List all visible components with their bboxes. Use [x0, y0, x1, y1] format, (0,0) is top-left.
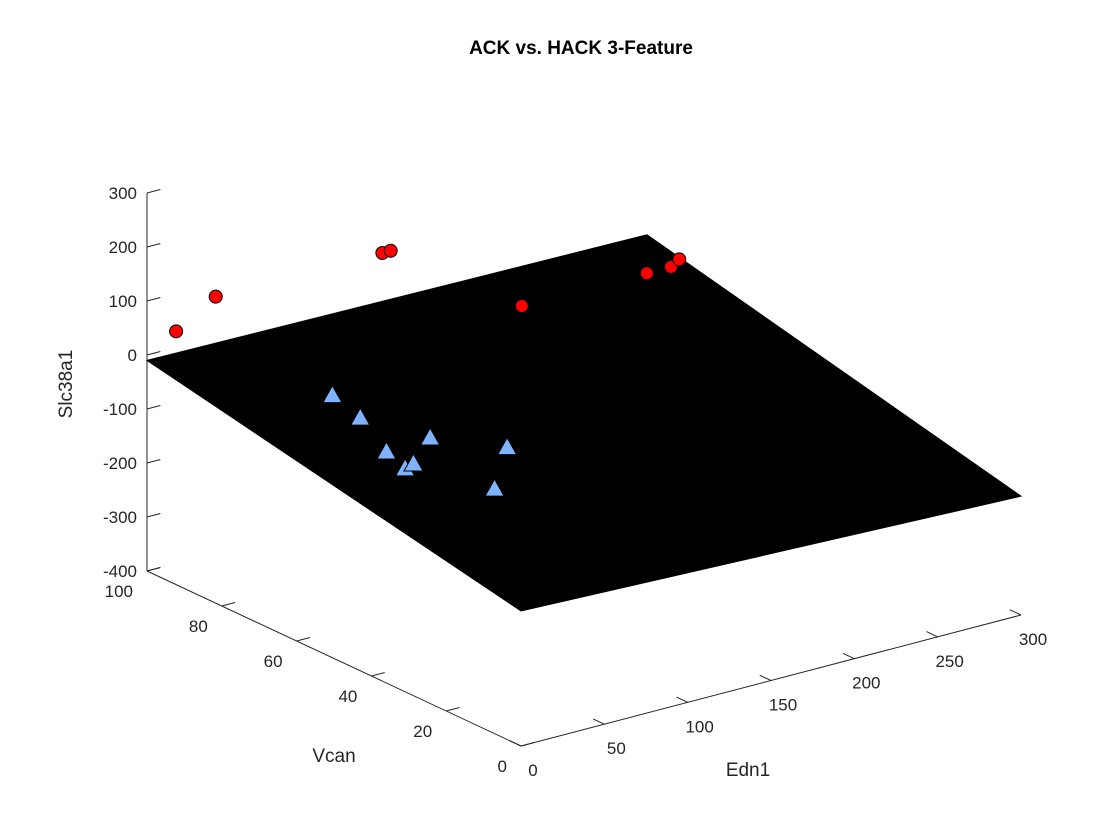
- z-tick-mark: [146, 243, 161, 248]
- data-point-triangle: [376, 440, 397, 460]
- chart-title: ACK vs. HACK 3-Feature: [469, 38, 693, 59]
- x-tick-label: 200: [852, 674, 880, 693]
- data-point-circle: [514, 299, 529, 313]
- z-tick-label: -300: [103, 508, 137, 527]
- decision-surface: [145, 234, 1023, 612]
- x-tick-mark: [842, 652, 855, 660]
- y-tick-label: 60: [264, 652, 283, 671]
- y-tick-label: 20: [413, 722, 432, 741]
- x-tick-label: 250: [935, 652, 963, 671]
- data-point-triangle: [349, 407, 371, 426]
- z-tick-mark: [146, 567, 161, 572]
- data-point-circle: [672, 252, 687, 267]
- x-tick-label: 300: [1019, 630, 1047, 649]
- x-tick-label: 100: [685, 717, 713, 736]
- x-axis-label: Edn1: [726, 760, 770, 781]
- z-tick-mark: [146, 189, 161, 194]
- y-tick-label: 0: [498, 757, 507, 776]
- z-tick-mark: [146, 351, 161, 356]
- x-tick-label: 50: [607, 739, 626, 758]
- z-axis-label: Slc38a1: [56, 350, 77, 419]
- data-point-triangle: [403, 452, 424, 472]
- y-tick-label: 80: [189, 617, 208, 636]
- x-tick-mark: [759, 674, 772, 681]
- x-tick-mark: [676, 696, 688, 703]
- y-tick-mark: [221, 602, 236, 607]
- data-point-circle: [383, 243, 398, 258]
- data-point-circle: [208, 289, 223, 304]
- y-axis-line: [146, 570, 522, 747]
- data-point-triangle: [419, 426, 441, 446]
- z-tick-label: -400: [103, 562, 137, 581]
- y-tick-label: 100: [105, 582, 133, 601]
- y-tick-mark: [371, 672, 385, 677]
- y-axis-label: Vcan: [312, 746, 355, 767]
- data-point-circle: [169, 324, 184, 339]
- x-tick-label: 0: [528, 761, 537, 780]
- data-point-triangle: [496, 436, 518, 456]
- z-tick-label: 100: [109, 292, 137, 311]
- x-tick-mark: [509, 740, 522, 747]
- x-tick-mark: [926, 631, 938, 638]
- y-tick-label: 40: [338, 687, 357, 706]
- z-tick-label: 300: [109, 184, 137, 203]
- z-tick-mark: [146, 405, 161, 410]
- x-tick-label: 150: [769, 696, 797, 715]
- y-tick-mark: [446, 707, 460, 712]
- x-tick-mark: [592, 718, 605, 725]
- data-point-triangle: [484, 478, 505, 497]
- z-tick-label: -100: [103, 400, 137, 419]
- z-tick-label: -200: [103, 454, 137, 473]
- x-tick-mark: [1009, 609, 1022, 616]
- y-tick-mark: [520, 742, 535, 747]
- z-tick-label: 0: [128, 346, 137, 365]
- data-point-circle: [639, 266, 654, 281]
- z-tick-mark: [146, 513, 161, 518]
- z-tick-mark: [146, 297, 161, 302]
- data-point-triangle: [322, 384, 343, 404]
- plot-area: 0 20 40 60 80 100 0 50 100 150 200 250 300 -400 -300 -2…: [103, 184, 1047, 780]
- y-tick-mark: [296, 637, 311, 642]
- z-tick-label: 200: [109, 238, 137, 257]
- z-tick-mark: [146, 459, 161, 464]
